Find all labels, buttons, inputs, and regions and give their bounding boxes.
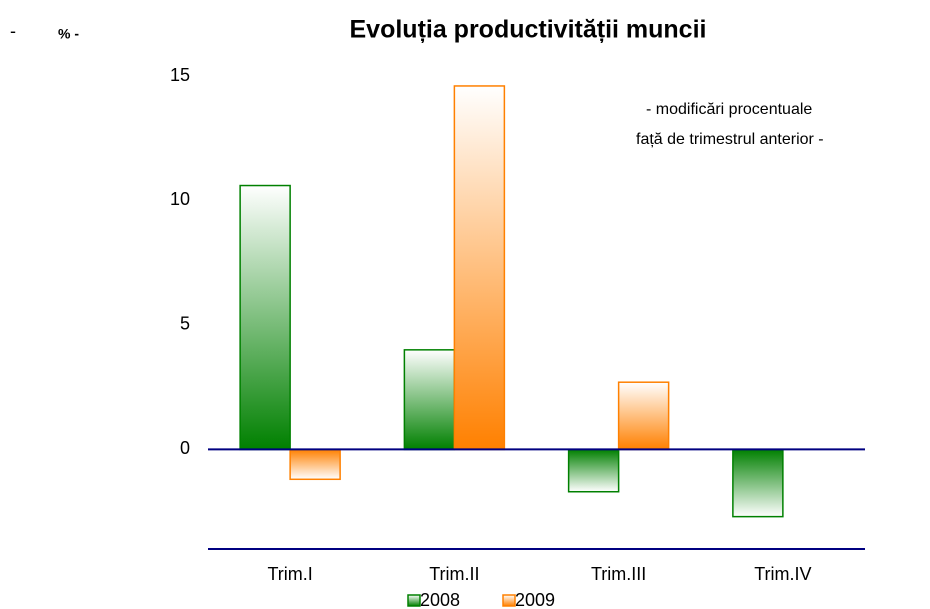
x-tick-label: Trim.III xyxy=(591,564,646,584)
bar xyxy=(567,448,620,493)
legend-swatch xyxy=(407,594,421,607)
bar xyxy=(239,184,291,451)
annotation: față de trimestrul anterior - xyxy=(636,131,824,148)
y-tick-label: 0 xyxy=(180,438,190,458)
bar xyxy=(289,448,341,481)
annotation: - modificări procentuale xyxy=(646,101,812,118)
legend-label: 2008 xyxy=(420,590,460,609)
corner-mark: - xyxy=(10,21,16,41)
x-tick-label: Trim.I xyxy=(267,564,312,584)
y-tick-label: 10 xyxy=(170,189,190,209)
legend-swatch xyxy=(502,594,516,607)
y-tick-label: 5 xyxy=(180,314,190,334)
x-tick-label: Trim.II xyxy=(429,564,479,584)
unit-label: % - xyxy=(58,26,79,42)
bar xyxy=(453,85,506,451)
chart-title: Evoluția productivității muncii xyxy=(350,16,707,44)
x-tick-label: Trim.IV xyxy=(754,564,811,584)
bar xyxy=(617,381,670,451)
bar xyxy=(732,448,784,518)
bar xyxy=(403,349,456,451)
y-tick-label: 15 xyxy=(170,65,190,85)
legend-label: 2009 xyxy=(515,590,555,609)
